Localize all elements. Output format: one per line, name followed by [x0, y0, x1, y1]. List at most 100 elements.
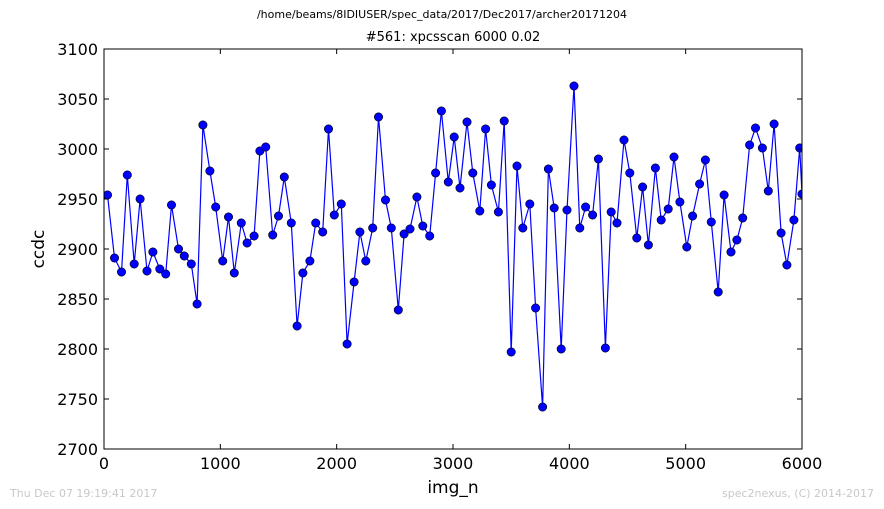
data-point: [148, 247, 158, 257]
data-point: [549, 203, 559, 213]
data-point: [650, 163, 660, 173]
data-point: [682, 242, 692, 252]
data-point: [224, 212, 234, 222]
data-point: [431, 168, 441, 178]
data-point: [726, 247, 736, 257]
x-tick-label: 2000: [316, 454, 357, 473]
data-point: [588, 210, 598, 220]
data-point: [155, 264, 165, 274]
footer-credit: spec2nexus, (C) 2014-2017: [722, 487, 874, 500]
data-point: [298, 268, 308, 278]
data-point: [757, 143, 767, 153]
y-tick-label: 2750: [57, 390, 98, 409]
data-point: [745, 140, 755, 150]
data-point: [161, 269, 171, 279]
data-point: [638, 182, 648, 192]
data-point: [612, 218, 622, 228]
x-tick-label: 1000: [200, 454, 241, 473]
data-point: [719, 190, 729, 200]
data-point: [425, 231, 435, 241]
data-point: [349, 277, 359, 287]
data-point: [695, 179, 705, 189]
data-point: [249, 231, 259, 241]
y-tick-label: 2950: [57, 190, 98, 209]
data-point: [675, 197, 685, 207]
data-point: [198, 120, 208, 130]
data-point: [268, 230, 278, 240]
data-point: [117, 267, 127, 277]
data-point: [393, 305, 403, 315]
data-point: [443, 177, 453, 187]
data-point: [782, 260, 792, 270]
data-point: [273, 211, 283, 221]
data-point: [656, 215, 666, 225]
data-point: [499, 116, 509, 126]
data-point: [186, 259, 196, 269]
x-tick-label: 3000: [433, 454, 474, 473]
data-point: [405, 224, 415, 234]
data-point: [122, 170, 132, 180]
data-point: [355, 227, 365, 237]
y-axis-label: ccdc: [29, 229, 49, 269]
data-point: [261, 142, 271, 152]
data-point: [776, 228, 786, 238]
data-point: [449, 132, 459, 142]
data-point: [663, 204, 673, 214]
data-point: [688, 211, 698, 221]
data-point: [412, 192, 422, 202]
y-tick-label: 2850: [57, 290, 98, 309]
data-point: [110, 253, 120, 263]
data-point: [179, 251, 189, 261]
data-point: [713, 287, 723, 297]
data-point: [562, 205, 572, 215]
data-point: [368, 223, 378, 233]
y-tick-label: 2800: [57, 340, 98, 359]
data-point: [750, 123, 760, 133]
data-point: [418, 221, 428, 231]
data-point: [531, 303, 541, 313]
series-line: [106, 85, 802, 408]
y-tick-label: 2900: [57, 240, 98, 259]
data-point: [373, 112, 383, 122]
data-point: [135, 194, 145, 204]
data-point: [229, 268, 239, 278]
data-point: [142, 266, 152, 276]
data-point: [575, 223, 585, 233]
y-tick-label: 3100: [57, 40, 98, 59]
data-point: [336, 199, 346, 209]
footer-timestamp: Thu Dec 07 19:19:41 2017: [10, 487, 158, 500]
data-point: [468, 168, 478, 178]
data-point: [129, 259, 139, 269]
data-point: [763, 186, 773, 196]
data-point: [329, 210, 339, 220]
data-point: [506, 347, 516, 357]
data-point: [286, 218, 296, 228]
data-point: [769, 119, 779, 129]
y-tick-label: 2700: [57, 440, 98, 459]
data-point: [669, 152, 679, 162]
data-point: [104, 190, 112, 200]
data-point: [205, 166, 215, 176]
y-tick-label: 3000: [57, 140, 98, 159]
data-point: [279, 172, 289, 182]
data-point: [318, 227, 328, 237]
data-point: [436, 106, 446, 116]
data-point: [342, 339, 352, 349]
data-point: [706, 217, 716, 227]
data-point: [493, 207, 503, 217]
data-point: [211, 202, 221, 212]
data-point: [789, 215, 799, 225]
data-point: [632, 233, 642, 243]
data-point: [600, 343, 610, 353]
data-point: [581, 202, 591, 212]
x-tick-label: 4000: [549, 454, 590, 473]
data-point: [305, 256, 315, 266]
data-point: [481, 124, 491, 134]
data-point: [538, 402, 548, 412]
data-point: [236, 218, 246, 228]
data-point: [593, 154, 603, 164]
data-point: [292, 321, 302, 331]
data-point: [525, 199, 535, 209]
data-point: [386, 223, 396, 233]
